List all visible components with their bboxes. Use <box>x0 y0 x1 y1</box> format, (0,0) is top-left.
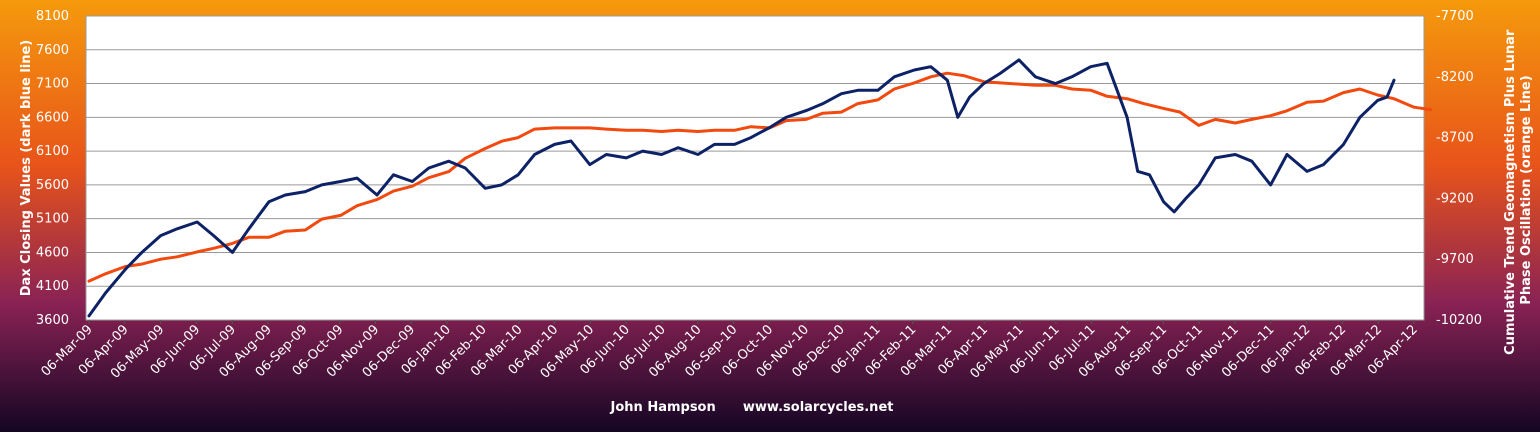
left-tick-label: 8100 <box>36 9 69 24</box>
left-tick-label: 4600 <box>36 245 69 260</box>
left-tick-label: 7600 <box>36 43 69 58</box>
left-tick-label: 6100 <box>36 144 69 159</box>
left-tick-label: 3600 <box>36 313 69 328</box>
left-tick-label: 4100 <box>36 279 69 294</box>
right-tick-label: -8700 <box>1436 131 1474 146</box>
right-axis-label-line-2: Phase Oscillation (orange Line) <box>1519 75 1534 304</box>
right-axis-ticks: -7700 -8200 -8700 -9200 -9700 -10200 <box>1436 9 1482 328</box>
left-tick-label: 6600 <box>36 110 69 125</box>
footer-credit: John Hampson www.solarcycles.net <box>610 400 894 415</box>
right-tick-label: -9200 <box>1436 191 1474 206</box>
left-axis-label: Dax Closing Values (dark blue line) <box>19 40 34 296</box>
dax-series-line <box>87 58 1396 318</box>
right-tick-label: -9700 <box>1436 252 1474 267</box>
left-tick-label: 5600 <box>36 178 69 193</box>
series-layer <box>87 58 1432 318</box>
left-tick-label: 5100 <box>36 212 69 227</box>
left-axis-ticks: 3600 4100 4600 5100 5600 6100 6600 7100 7600 8100 <box>36 9 69 328</box>
right-tick-label: -8200 <box>1436 70 1474 85</box>
left-tick-label: 7100 <box>36 77 69 92</box>
gridlines <box>86 49 1424 287</box>
right-tick-label: -10200 <box>1436 313 1482 328</box>
right-tick-label: -7700 <box>1436 9 1474 24</box>
right-axis-label-line-1: Cumulative Trend Geomagnetism Plus Lunar <box>1503 29 1518 355</box>
plot-area <box>85 15 1425 321</box>
geomagnetism-series-line <box>87 71 1432 283</box>
right-axis-label: Cumulative Trend Geomagnetism Plus Lunar… <box>1503 25 1534 355</box>
